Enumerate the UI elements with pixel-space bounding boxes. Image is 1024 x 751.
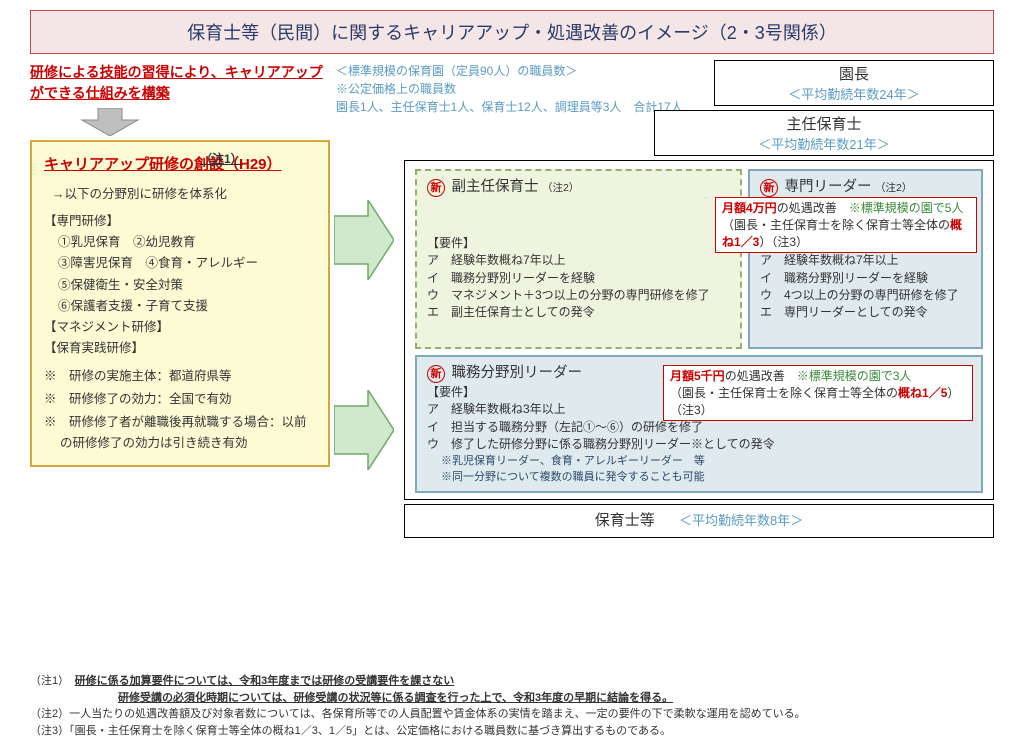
- bimp-amount: 月額5千円: [670, 369, 725, 383]
- imp-amount: 月額4万円: [722, 201, 777, 215]
- intro-text: 研修による技能の習得により、キャリアアップができる仕組みを構築: [30, 62, 330, 104]
- item: ③障害児保育 ④食育・アレルギー: [58, 253, 316, 274]
- shunin-box: 主任保育士 ＜平均勤続年数21年＞: [654, 110, 994, 156]
- req: エ 専門リーダーとしての発令: [760, 304, 971, 321]
- encho-sub: ＜平均勤続年数24年＞: [715, 84, 993, 103]
- footnotes: （注1） 研修に係る加算要件については、令和3年度までは研修の受講要件を課さない…: [30, 673, 994, 739]
- hoikushi-title: 保育士等: [595, 512, 655, 529]
- note: ※ 研修修了の効力：全国で有効: [44, 389, 316, 410]
- bimp-l2a: （園長・主任保育士を除く保育士等全体の: [670, 386, 898, 400]
- imp-l2a: （園長・主任保育士を除く保育士等全体の: [722, 218, 950, 232]
- shokumu-panel: 新 職務分野別リーダー 月額5千円の処遇改善 ※標準規模の園で3人 （園長・主任…: [415, 355, 983, 493]
- new-badge: 新: [427, 365, 445, 383]
- bnote: ※乳児保育リーダー、食育・アレルギーリーダー 等: [441, 454, 971, 470]
- panel-head: 新 副主任保育士 （注2）: [427, 177, 730, 199]
- improvement-box-b: 月額5千円の処遇改善 ※標準規模の園で3人 （園長・主任保育士を除く保育士等全体…: [663, 365, 973, 421]
- page-title: 保育士等（民間）に関するキャリアアップ・処遇改善のイメージ（2・3号関係）: [30, 10, 994, 54]
- hoikushi-box: 保育士等 ＜平均勤続年数8年＞: [404, 504, 994, 538]
- fn3: （注3）「園長・主任保育士を除く保育士等全体の概ね1／3、1／5」とは、公定価格…: [30, 723, 994, 740]
- shunin-title: 主任保育士: [655, 111, 993, 134]
- new-badge: 新: [427, 179, 445, 197]
- item: ⑤保健衛生・安全対策: [58, 275, 316, 296]
- right-arrow-icon: [334, 390, 394, 470]
- bnote: ※同一分野について複数の職員に発令することも可能: [441, 470, 971, 486]
- right-arrow-icon: [334, 200, 394, 280]
- req: ウ 修了した研修分野に係る職務分野別リーダー※としての発令: [427, 436, 971, 453]
- imp-l2c: ）（注3）: [759, 235, 808, 249]
- improvement-box: 月額4万円の処遇改善 ※標準規模の園で5人 （園長・主任保育士を除く保育士等全体…: [715, 193, 977, 257]
- training-notes: ※ 研修の実施主体：都道府県等 ※ 研修修了の効力：全国で有効 ※ 研修修了者が…: [44, 366, 316, 455]
- req: イ 担当する職務分野（左記①～⑥）の研修を修了: [427, 419, 971, 436]
- sec-mgmt: 【マネジメント研修】: [44, 317, 316, 338]
- hierarchy: 園長 ＜平均勤続年数24年＞ 主任保育士 ＜平均勤続年数21年＞ 新 副主任保: [336, 60, 994, 540]
- down-arrow-icon: [80, 108, 140, 136]
- hoikushi-sub: ＜平均勤続年数8年＞: [679, 513, 803, 528]
- imp-grn: ※標準規模の園で5人: [849, 201, 964, 215]
- encho-box: 園長 ＜平均勤続年数24年＞: [714, 60, 994, 106]
- req-label: 【要件】: [427, 235, 730, 252]
- req: ア 経験年数概ね7年以上: [427, 252, 730, 269]
- fn1c: 研修受講の必須化時期については、研修受講の状況等に係る調査を行った上で、令和3年…: [30, 690, 994, 707]
- req-block: 【要件】 ア 経験年数概ね7年以上 イ 職務分野別リーダーを経験 ウ マネジメン…: [427, 235, 730, 322]
- bimp-ratio: 概ね1／5: [898, 386, 947, 400]
- note: ※ 研修修了者が離職後再就職する場合：以前の研修修了の効力は引き続き有効: [44, 412, 316, 455]
- fn1: （注1） 研修に係る加算要件については、令和3年度までは研修の受講要件を課さない: [30, 673, 994, 690]
- encho-title: 園長: [715, 61, 993, 84]
- fn2: （注2）一人当たりの処遇改善額及び対象者数については、各保育所等での人員配置や賃…: [30, 706, 994, 723]
- left-column: 研修による技能の習得により、キャリアアップができる仕組みを構築 キャリアアップ研…: [30, 62, 330, 540]
- annotation-1: （注1）: [200, 150, 243, 167]
- training-subtext: →以下の分野別に研修を体系化: [52, 184, 316, 205]
- fukushunin-panel: 新 副主任保育士 （注2） 【要件】 ア 経験年数概ね7年以上 イ 職務分野別リ…: [415, 169, 742, 349]
- shunin-sub: ＜平均勤続年数21年＞: [655, 134, 993, 153]
- imp-txt: の処遇改善: [777, 201, 837, 215]
- note2: （注2）: [542, 182, 579, 194]
- training-box: キャリアアップ研修の創設（H29） →以下の分野別に研修を体系化 【専門研修】 …: [30, 140, 330, 467]
- req: イ 職務分野別リーダーを経験: [760, 270, 971, 287]
- bimp-txt: の処遇改善: [725, 369, 785, 383]
- training-header: キャリアアップ研修の創設（H29）: [44, 152, 316, 178]
- right-column: ＜標準規模の保育園（定員90人）の職員数＞ ※公定価格上の職員数 園長1人、主任…: [336, 62, 994, 540]
- main-layout: 研修による技能の習得により、キャリアアップができる仕組みを構築 キャリアアップ研…: [0, 62, 1024, 540]
- req: ウ 4つ以上の分野の専門研修を修了: [760, 287, 971, 304]
- fukushunin-title: 副主任保育士: [451, 179, 538, 195]
- mid-row: 新 副主任保育士 （注2） 【要件】 ア 経験年数概ね7年以上 イ 職務分野別リ…: [415, 169, 983, 349]
- req: エ 副主任保育士としての発令: [427, 304, 730, 321]
- note: ※ 研修の実施主体：都道府県等: [44, 366, 316, 387]
- req: ウ マネジメント＋3つ以上の分野の専門研修を修了: [427, 287, 730, 304]
- bimp-grn: ※標準規模の園で3人: [797, 369, 912, 383]
- training-items: ①乳児保育 ②幼児教育 ③障害児保育 ④食育・アレルギー ⑤保健衛生・安全対策 …: [58, 232, 316, 317]
- sec-practice: 【保育実践研修】: [44, 338, 316, 359]
- sec-senmon: 【専門研修】: [44, 211, 316, 232]
- item: ①乳児保育 ②幼児教育: [58, 232, 316, 253]
- item: ⑥保護者支援・子育て支援: [58, 296, 316, 317]
- req: イ 職務分野別リーダーを経験: [427, 270, 730, 287]
- shokumu-title: 職務分野別リーダー: [451, 365, 582, 381]
- big-container: 新 副主任保育士 （注2） 【要件】 ア 経験年数概ね7年以上 イ 職務分野別リ…: [404, 160, 994, 500]
